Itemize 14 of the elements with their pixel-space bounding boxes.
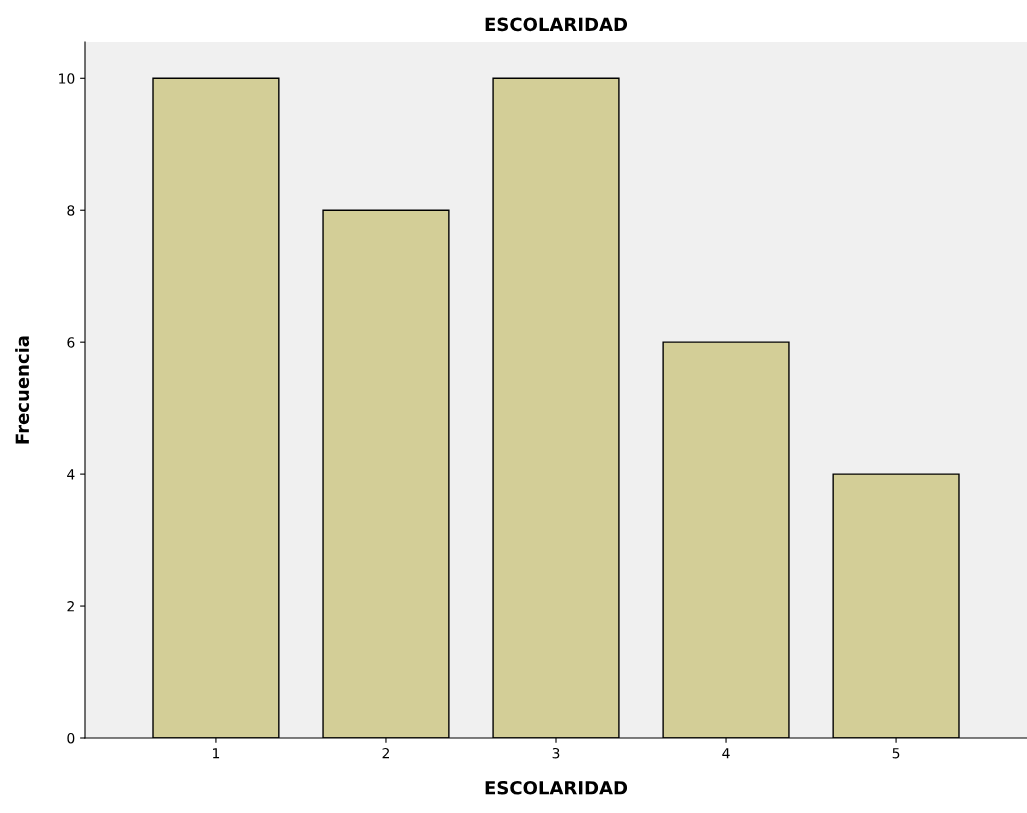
y-tick-label: 6 bbox=[67, 337, 75, 348]
y-tick-label: 4 bbox=[67, 469, 75, 480]
x-axis-title: ESCOLARIDAD bbox=[485, 780, 628, 795]
y-tick-label: 8 bbox=[67, 205, 75, 216]
x-tick-label: 2 bbox=[382, 747, 389, 759]
y-tick-label: 10 bbox=[59, 73, 75, 84]
y-tick-label: 0 bbox=[67, 732, 75, 744]
x-tick-label: 5 bbox=[892, 748, 900, 759]
x-tick-label: 3 bbox=[552, 747, 560, 759]
chart-title: ESCOLARIDAD bbox=[485, 17, 628, 32]
x-tick-label: 1 bbox=[213, 748, 220, 759]
x-tick-label: 4 bbox=[722, 748, 730, 759]
y-axis-title: Frecuencia bbox=[15, 336, 30, 444]
y-tick-label: 2 bbox=[67, 601, 74, 612]
